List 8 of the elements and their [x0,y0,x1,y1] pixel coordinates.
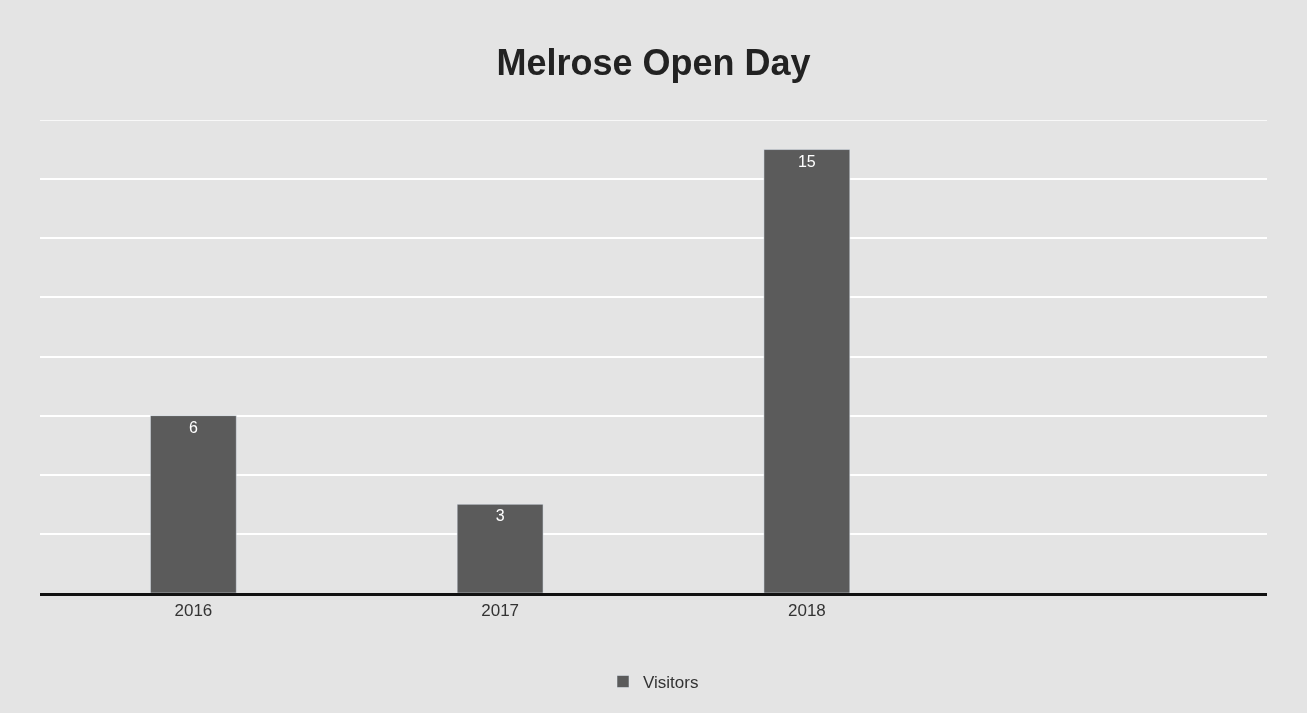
x-tick-label: 2017 [481,601,520,621]
data-label: 15 [797,152,816,170]
chart-title: Melrose Open Day [496,42,811,84]
x-tick-label: 2018 [787,601,826,621]
data-label: 6 [188,418,198,436]
data-label: 3 [495,507,505,525]
x-tick-label: 2016 [174,601,213,621]
legend-label: Visitors [643,673,699,693]
